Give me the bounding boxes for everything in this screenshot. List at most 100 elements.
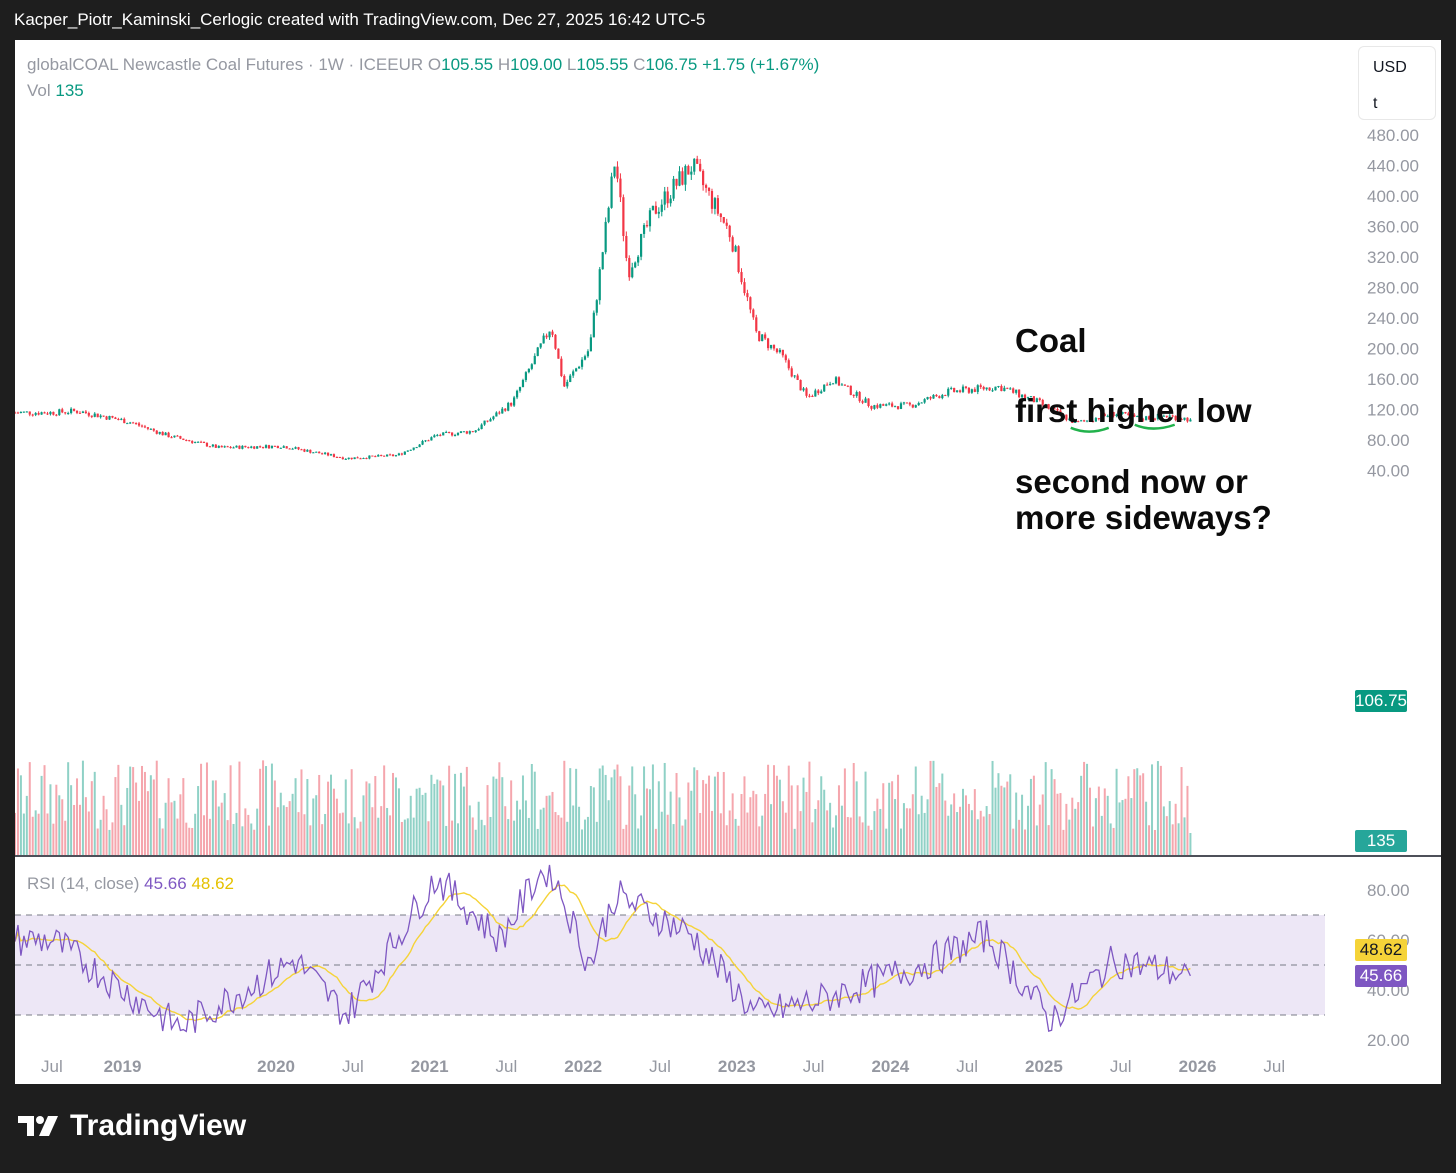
volume-bar [1083, 761, 1086, 855]
candle-body [1020, 394, 1024, 398]
volume-bar [619, 776, 622, 855]
annotation-line-3: second now or [1015, 463, 1248, 500]
candle-body [46, 413, 49, 415]
price-axis-label: 240.00 [1367, 309, 1419, 328]
candle-body [359, 458, 362, 460]
volume-bar [578, 806, 581, 855]
volume-bar [607, 800, 610, 855]
volume-bar [719, 813, 722, 855]
candle-body [64, 412, 67, 414]
candle-body [595, 300, 598, 313]
candle-body [961, 386, 965, 392]
candle-body [610, 176, 613, 208]
chart-canvas[interactable]: 480.00 440.00 400.00 360.00 320.00 280.00 240.… [15, 40, 1441, 1084]
price-axis-label: 400.00 [1367, 187, 1419, 206]
candle-body [217, 445, 220, 448]
candle-body [75, 410, 79, 413]
candle-body [702, 170, 705, 186]
candle-body [84, 411, 87, 413]
candle-body [1023, 394, 1027, 399]
candle-body [176, 435, 179, 437]
candle-body [16, 412, 20, 414]
rsi-ma-value: 48.62 [191, 874, 234, 893]
candle-body [583, 356, 587, 360]
candle-body [699, 163, 702, 171]
candle-body [985, 387, 988, 390]
volume-bar [660, 811, 663, 855]
candle-body [43, 412, 46, 414]
candle-body [1133, 414, 1136, 417]
candle-body [858, 392, 861, 402]
candle-body [563, 375, 566, 387]
candle-body [669, 198, 672, 204]
volume-bar [235, 812, 238, 855]
candle-body [282, 446, 285, 448]
volume-bar [34, 810, 37, 855]
candle-body [199, 441, 203, 443]
volume-bar [1080, 775, 1083, 855]
volume-bar [962, 788, 965, 855]
candle-body [557, 348, 560, 359]
volume-bar [551, 791, 554, 855]
candle-body [1183, 417, 1186, 420]
volume-bar [911, 794, 914, 855]
candle-body [430, 437, 433, 441]
volume-bar [15, 812, 16, 855]
volume-bar [764, 793, 767, 855]
time-axis-label: 2020 [257, 1057, 295, 1076]
volume-bar [684, 819, 687, 855]
volume-bar [873, 811, 876, 855]
time-axis-label: Jul [1263, 1057, 1285, 1076]
volume-bar [155, 760, 158, 855]
volume-bar [158, 818, 161, 855]
candle-body [743, 282, 746, 294]
candle-body [575, 368, 578, 372]
candle-body [1074, 421, 1077, 423]
candle-body [391, 454, 395, 457]
volume-bar [73, 804, 76, 855]
volume-bar [330, 774, 333, 855]
candle-body [52, 411, 55, 415]
volume-bar [368, 783, 371, 855]
unit-selector[interactable]: USD t [1358, 46, 1436, 120]
volume-bar [421, 794, 424, 855]
candle-body [1038, 398, 1041, 400]
volume-bar [185, 822, 188, 855]
volume-bar [397, 788, 400, 855]
candle-body [637, 256, 640, 263]
candle-body [223, 446, 226, 448]
volume-bar [1124, 798, 1127, 855]
volume-bar [321, 824, 324, 855]
price-axis-label: 120.00 [1367, 401, 1419, 420]
volume-bar [359, 821, 362, 855]
volume-bar [1068, 819, 1071, 855]
volume-bar [784, 812, 787, 855]
volume-bar [123, 825, 126, 855]
volume-bars [15, 760, 1192, 855]
volume-bar [489, 816, 492, 855]
volume-bar [96, 828, 99, 855]
candle-body [849, 385, 852, 395]
low-label: L [566, 55, 577, 74]
candle-body [914, 405, 917, 408]
candle-body [323, 452, 327, 454]
candle-body [938, 396, 941, 399]
volume-bar [826, 810, 829, 855]
candle-body [548, 331, 551, 338]
volume-bar [758, 826, 761, 855]
candle-body [471, 431, 474, 433]
candle-body [409, 449, 412, 451]
candle-body [580, 359, 584, 367]
candle-body [704, 185, 708, 188]
candle-body [188, 440, 191, 442]
candle-body [746, 293, 749, 298]
volume-bar [120, 804, 123, 855]
volume-bar [1006, 781, 1009, 855]
rsi-axis-label: 80.00 [1367, 881, 1410, 900]
volume-bar [837, 785, 840, 855]
volume-bar [1180, 767, 1183, 855]
volume-bar [498, 762, 501, 855]
candle-body [932, 394, 935, 399]
candle-body [353, 457, 356, 460]
volume-bar [696, 770, 699, 855]
